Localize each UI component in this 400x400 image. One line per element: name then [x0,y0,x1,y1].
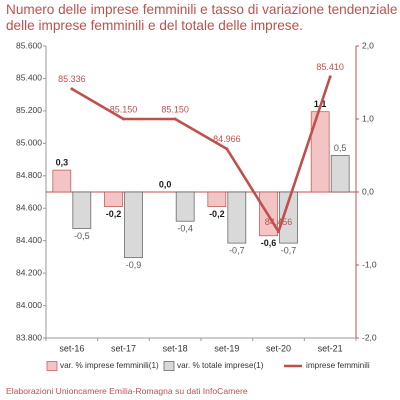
bar-female-value-label: 0,3 [56,157,69,167]
bar-female [310,111,330,193]
bar-total-value-label: -0,9 [126,260,142,270]
left-axis-tick-label: 85.400 [16,73,42,83]
bar-total-value-label: -0,7 [229,245,245,255]
x-axis-tick-label: set-17 [111,343,136,353]
line-value-label: 85.336 [58,74,86,84]
line-point [277,230,280,234]
left-axis-tick-label: 84.400 [16,235,42,245]
bar-total [330,155,350,193]
line-point [122,117,125,121]
bar-female-value-label: 0,0 [159,179,172,189]
left-axis-tick-label: 84.600 [16,202,42,212]
left-axis-tick-label: 85.000 [16,138,42,148]
line-value-label: 84.966 [213,134,241,144]
bar-total [279,191,298,244]
bar-total [227,191,247,244]
legend-swatch-total [163,361,175,371]
legend-swatch-female [46,361,58,371]
left-axis-tick-label: 84.000 [16,300,42,310]
left-axis-tick-label: 83.800 [16,332,42,342]
bar-female [104,191,123,207]
left-axis-tick-label: 85.200 [16,105,42,115]
line-point [328,75,332,79]
x-axis-tick-label: set-18 [163,343,188,353]
legend-label-line: imprese femminili [306,361,370,370]
x-axis-tick-label: set-20 [266,343,291,353]
bar-total-value-label: -0,7 [281,245,297,255]
source-note: Elaborazioni Unioncamere Emilia-Romagna … [6,386,248,396]
line-value-label: 84.456 [265,217,293,227]
right-axis-tick-label: 0,0 [362,186,374,196]
legend-label-female: var. % imprese femminili(1) [60,361,159,370]
bar-total-value-label: 0,5 [334,143,347,153]
legend-label-total: var. % totale imprese(1) [177,361,264,370]
bar-total-value-label: -0,4 [177,224,193,234]
x-axis-tick-label: set-19 [214,343,239,353]
x-axis-tick-label: set-21 [318,343,343,353]
line-value-label: 85.150 [161,104,189,114]
right-axis-tick-label: -2,0 [362,332,377,342]
x-axis-tick-label: set-16 [59,343,84,353]
line-value-label: 85.150 [110,104,138,114]
left-axis-tick-label: 84.200 [16,267,42,277]
bar-female [207,191,227,207]
line-value-label: 85.410 [316,62,344,72]
right-axis-tick-label: -1,0 [362,259,377,269]
bar-female-value-label: -0,2 [106,209,122,219]
chart-title-line-2: delle imprese femminili e del totale del… [6,18,303,33]
bar-female-value-label: -0,2 [209,209,225,219]
line-imprese-femminili [71,76,332,233]
left-axis-tick-label: 84.800 [16,170,42,180]
right-axis-tick-label: 1,0 [362,113,374,123]
line-point [173,117,177,121]
left-axis-tick-label: 85.600 [16,40,42,50]
line-point [225,147,229,151]
bar-total-value-label: -0,5 [74,231,90,241]
line-point [70,87,74,91]
bar-total [72,191,92,229]
bar-female [52,169,72,193]
chart-title-line-1: Numero delle imprese femminili e tasso d… [6,2,398,17]
chart-title: Numero delle imprese femminili e tasso d… [6,2,398,34]
bar-total [124,191,143,259]
right-axis-tick-label: 2,0 [362,40,374,50]
bar-female-value-label: -0,6 [261,238,277,248]
bar-total [175,191,195,222]
